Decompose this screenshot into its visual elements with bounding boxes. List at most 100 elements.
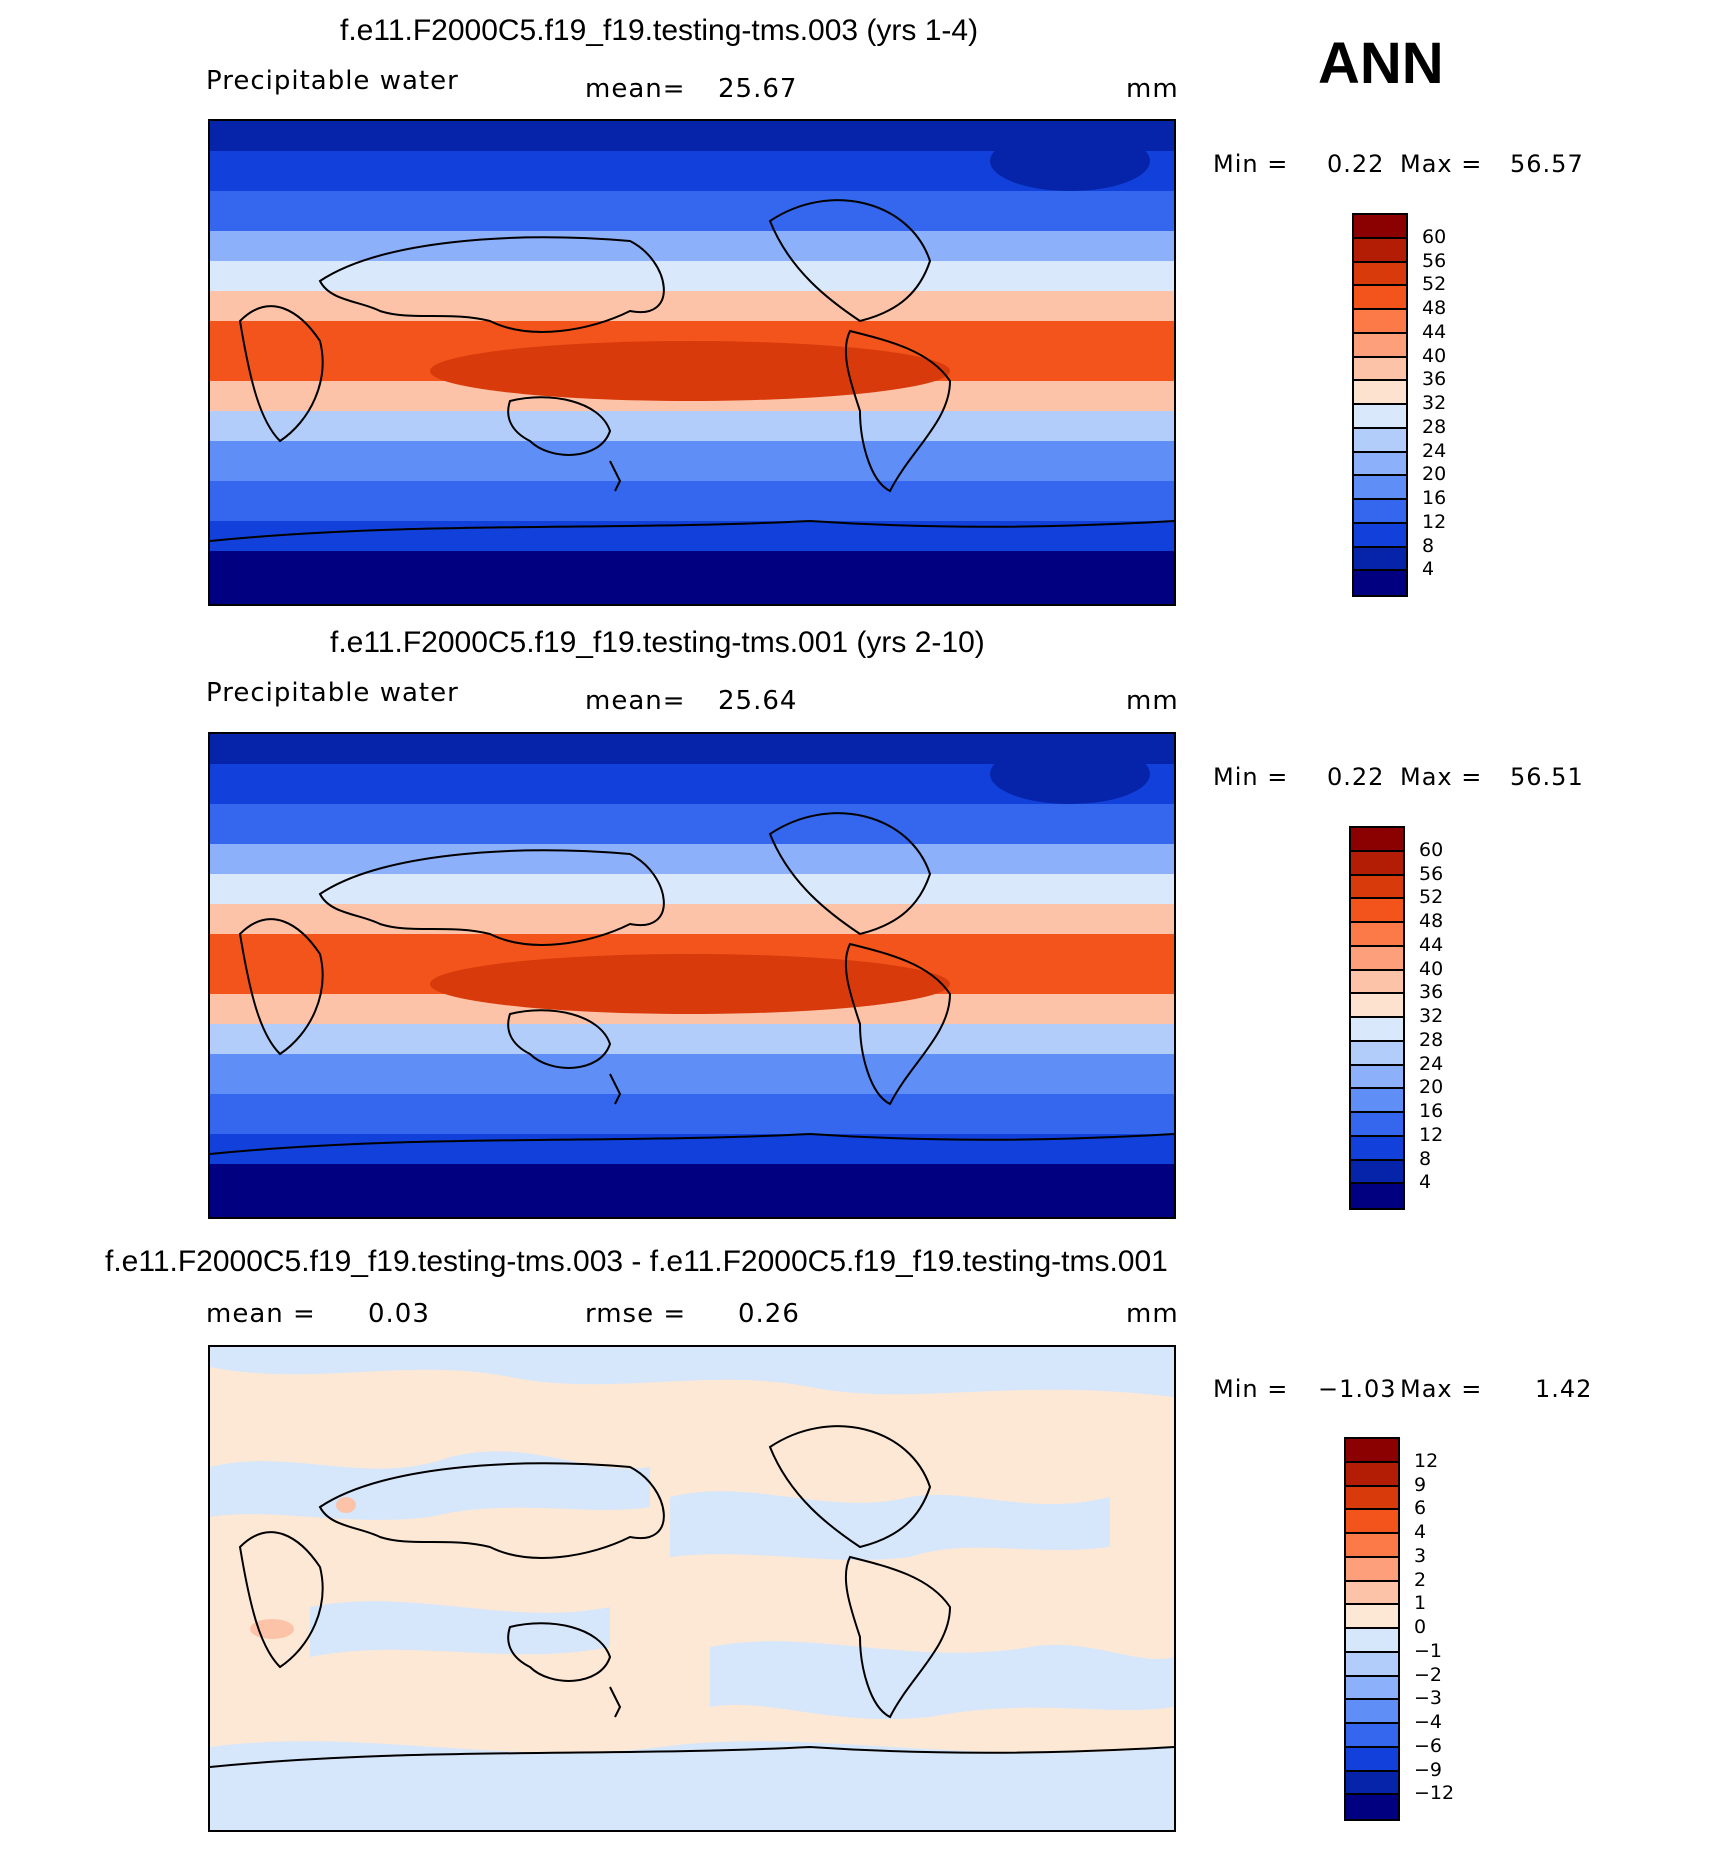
colorbar-tick-label: 52 (1422, 273, 1447, 296)
colorbar-tick-label: −3 (1414, 1687, 1443, 1710)
panel-3-units: mm (1126, 1299, 1179, 1329)
colorbar-tick-label: 56 (1422, 249, 1447, 272)
colorbar-tick-label: 24 (1422, 439, 1447, 462)
colorbar-swatch (1351, 923, 1403, 947)
colorbar-tick-label: 28 (1419, 1028, 1444, 1051)
colorbar-tick-label: 6 (1414, 1497, 1427, 1520)
colorbar-swatch (1354, 381, 1406, 405)
panel-2-mean-label: mean= (585, 686, 686, 716)
colorbar-swatch (1351, 1136, 1403, 1161)
colorbar-swatch (1354, 215, 1406, 239)
colorbar-swatch (1351, 828, 1403, 852)
colorbar-swatch (1354, 500, 1406, 524)
colorbar-tick-label: 52 (1419, 886, 1444, 909)
colorbar-swatch (1354, 405, 1406, 429)
colorbar-tick-label: −1 (1414, 1639, 1443, 1662)
panel-2-map (208, 732, 1176, 1219)
panel-3-map (208, 1345, 1176, 1832)
panel-1-mean-value: 25.67 (718, 74, 798, 104)
colorbar-swatch (1351, 1018, 1403, 1042)
colorbar-swatch (1354, 452, 1406, 477)
panel-1-map (208, 119, 1176, 606)
coastlines (210, 812, 1174, 1155)
panel-2-max-label: Max = (1400, 763, 1483, 791)
colorbar-swatch (1354, 476, 1406, 500)
colorbar-tick-label: 24 (1419, 1052, 1444, 1075)
colorbar-tick-label: 28 (1422, 415, 1447, 438)
coastlines (210, 199, 1174, 542)
colorbar-swatch (1346, 1439, 1398, 1463)
panel-3-colorbar (1344, 1437, 1400, 1821)
colorbar-swatch (1346, 1795, 1398, 1819)
colorbar-swatch (1351, 851, 1403, 876)
colorbar-swatch (1354, 286, 1406, 310)
panel-1-min-label: Min = (1213, 150, 1289, 178)
colorbar-swatch (1351, 1184, 1403, 1208)
colorbar-tick-label: 20 (1419, 1076, 1444, 1099)
panel-1-mean-label: mean= (585, 74, 686, 104)
colorbar-swatch (1351, 1113, 1403, 1137)
panel-2-mean-value: 25.64 (718, 686, 798, 716)
colorbar-tick-label: 60 (1419, 838, 1444, 861)
panel-3-min-label: Min = (1213, 1375, 1289, 1403)
colorbar-tick-label: −4 (1414, 1711, 1443, 1733)
panel-3-max-value: 1.42 (1535, 1375, 1593, 1403)
colorbar-tick-label: 8 (1422, 534, 1435, 557)
colorbar-tick-label: 8 (1419, 1147, 1432, 1170)
panel-1-min-value: 0.22 (1327, 150, 1385, 178)
coastlines (210, 1425, 1174, 1768)
colorbar-tick-label: 12 (1414, 1449, 1439, 1472)
colorbar-swatch (1354, 571, 1406, 595)
panel-2-title: f.e11.F2000C5.f19_f19.testing-tms.001 (y… (330, 626, 985, 659)
colorbar-swatch (1346, 1629, 1398, 1653)
colorbar-tick-label: 12 (1422, 510, 1447, 533)
panel-1-title: f.e11.F2000C5.f19_f19.testing-tms.003 (y… (340, 14, 979, 47)
panel-2-units: mm (1126, 686, 1179, 716)
colorbar-tick-label: 40 (1419, 957, 1444, 980)
colorbar-tick-label: 48 (1422, 297, 1447, 319)
panel-3-max-label: Max = (1400, 1375, 1483, 1403)
colorbar-tick-label: 32 (1422, 392, 1447, 414)
panel-3-rmse-value: 0.26 (738, 1299, 800, 1329)
colorbar-swatch (1351, 994, 1403, 1018)
colorbar-swatch (1346, 1747, 1398, 1772)
colorbar-swatch (1354, 523, 1406, 548)
colorbar-tick-label: 0 (1414, 1616, 1427, 1638)
colorbar-tick-label: 32 (1419, 1005, 1444, 1027)
panel-3-mean-value: 0.03 (368, 1299, 430, 1329)
panel-2-max-value: 56.51 (1510, 763, 1584, 791)
colorbar-tick-label: −9 (1414, 1758, 1443, 1781)
panel-1-max-label: Max = (1400, 150, 1483, 178)
colorbar-swatch (1346, 1771, 1398, 1796)
colorbar-swatch (1354, 428, 1406, 453)
colorbar-swatch (1351, 875, 1403, 900)
colorbar-tick-label: 2 (1414, 1568, 1427, 1591)
colorbar-swatch (1346, 1652, 1398, 1677)
colorbar-tick-label: −6 (1414, 1734, 1443, 1757)
colorbar-swatch (1354, 238, 1406, 263)
colorbar-swatch (1346, 1581, 1398, 1606)
colorbar-tick-label: 56 (1419, 862, 1444, 885)
colorbar-swatch (1351, 899, 1403, 923)
panel-1-max-value: 56.57 (1510, 150, 1584, 178)
season-label: ANN (1318, 31, 1444, 96)
colorbar-tick-label: 12 (1419, 1123, 1444, 1146)
colorbar-swatch (1354, 310, 1406, 334)
colorbar-swatch (1351, 1089, 1403, 1113)
colorbar-swatch (1351, 970, 1403, 995)
colorbar-swatch (1354, 262, 1406, 287)
colorbar-swatch (1351, 1065, 1403, 1090)
colorbar-tick-label: 40 (1422, 344, 1447, 367)
colorbar-swatch (1346, 1534, 1398, 1558)
colorbar-swatch (1346, 1510, 1398, 1534)
panel-1-variable: Precipitable water (206, 66, 459, 96)
colorbar-tick-label: 4 (1422, 558, 1435, 581)
colorbar-swatch (1346, 1486, 1398, 1511)
panel-2-variable: Precipitable water (206, 678, 459, 708)
colorbar-swatch (1346, 1462, 1398, 1487)
colorbar-swatch (1351, 946, 1403, 971)
colorbar-tick-label: 16 (1422, 487, 1447, 509)
colorbar-swatch (1354, 547, 1406, 572)
panel-1-colorbar (1352, 213, 1408, 597)
colorbar-tick-label: 60 (1422, 225, 1447, 248)
